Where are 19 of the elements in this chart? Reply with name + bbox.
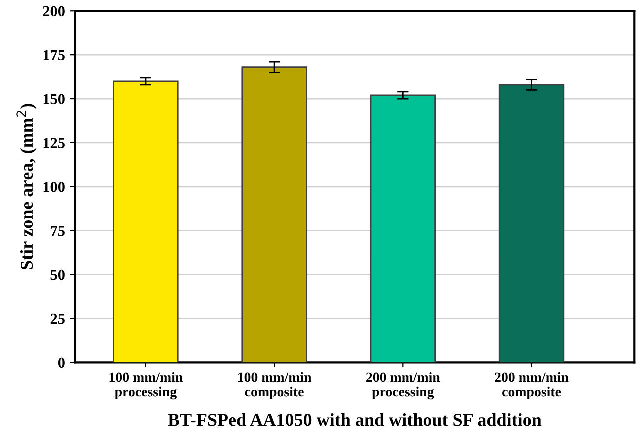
bar	[498, 84, 565, 363]
y-tick-label: 25	[50, 314, 65, 324]
y-tick-label: 0	[58, 358, 65, 368]
x-tick-label: 100 mm/min composite	[238, 372, 312, 400]
y-tick-label: 150	[44, 94, 65, 104]
y-tick-label: 50	[50, 270, 65, 280]
y-tick-label: 125	[44, 138, 65, 148]
bar	[242, 66, 308, 363]
y-tick-label: 200	[43, 6, 65, 17]
x-axis-title: BT-FSPed AA1050 with and without SF addition	[168, 414, 542, 426]
y-tick-label: 75	[51, 226, 65, 236]
bar	[113, 80, 179, 363]
bar	[370, 94, 436, 363]
y-axis-title: Stir zone area, (mm$^{2}$)	[16, 104, 37, 270]
x-tick-label: 200 mm/min composite	[495, 372, 569, 400]
x-tick-label: 200 mm/min processing	[366, 372, 440, 400]
y-tick-label: 100	[44, 182, 65, 192]
x-tick-label: 100 mm/min processing	[110, 372, 183, 400]
y-tick-label: 175	[44, 50, 65, 61]
